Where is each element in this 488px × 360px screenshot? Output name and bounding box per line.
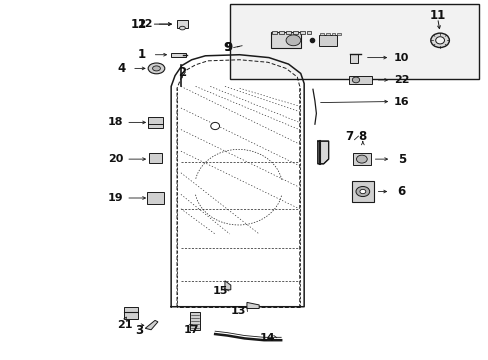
Ellipse shape <box>210 122 219 130</box>
Bar <box>146 192 164 204</box>
Bar <box>177 20 187 28</box>
Bar <box>271 32 300 48</box>
Ellipse shape <box>285 35 300 46</box>
Bar <box>351 181 373 202</box>
Bar <box>331 33 335 35</box>
Bar <box>229 4 478 79</box>
Bar <box>306 31 311 34</box>
Bar <box>319 33 323 35</box>
Text: 7: 7 <box>345 130 353 143</box>
Text: 6: 6 <box>396 185 404 198</box>
Text: 9: 9 <box>223 41 231 54</box>
Bar <box>348 76 371 84</box>
Text: 12: 12 <box>138 19 153 29</box>
Text: 10: 10 <box>392 53 408 63</box>
Text: 15: 15 <box>212 286 227 296</box>
Bar <box>337 33 341 35</box>
Text: 18: 18 <box>107 117 123 127</box>
Text: 2: 2 <box>178 66 185 78</box>
Bar <box>292 31 297 34</box>
Text: 20: 20 <box>107 154 123 164</box>
Bar <box>272 31 277 34</box>
Ellipse shape <box>179 26 185 30</box>
Text: 13: 13 <box>230 306 246 316</box>
Ellipse shape <box>356 155 366 163</box>
Text: 21: 21 <box>117 320 132 330</box>
Text: 4: 4 <box>117 62 125 75</box>
Polygon shape <box>317 141 328 164</box>
Bar <box>352 153 370 165</box>
Ellipse shape <box>430 33 448 48</box>
Polygon shape <box>246 302 259 309</box>
Bar <box>279 31 284 34</box>
Text: 11: 11 <box>428 9 445 22</box>
Ellipse shape <box>148 63 164 74</box>
Bar <box>148 117 163 128</box>
Ellipse shape <box>355 186 369 197</box>
Text: 5: 5 <box>397 153 405 166</box>
Ellipse shape <box>351 77 359 83</box>
Text: 16: 16 <box>393 96 409 107</box>
Bar <box>189 312 199 330</box>
Ellipse shape <box>359 189 365 194</box>
Text: 19: 19 <box>107 193 123 203</box>
Bar <box>318 35 337 46</box>
Bar <box>349 54 357 63</box>
Ellipse shape <box>152 66 160 71</box>
Text: 9: 9 <box>224 41 232 54</box>
Bar <box>325 33 329 35</box>
Bar <box>299 31 304 34</box>
Polygon shape <box>145 320 158 330</box>
Text: 22: 22 <box>393 75 409 85</box>
Text: 1: 1 <box>138 48 145 61</box>
Text: 8: 8 <box>358 130 366 143</box>
Text: 3: 3 <box>135 324 143 337</box>
Bar <box>171 53 185 57</box>
Bar <box>124 307 138 319</box>
Bar <box>148 153 162 163</box>
Text: 12: 12 <box>130 18 146 31</box>
Polygon shape <box>224 281 230 290</box>
Ellipse shape <box>435 37 444 44</box>
Bar <box>285 31 290 34</box>
Text: 17: 17 <box>183 325 199 336</box>
Text: 14: 14 <box>260 333 275 343</box>
